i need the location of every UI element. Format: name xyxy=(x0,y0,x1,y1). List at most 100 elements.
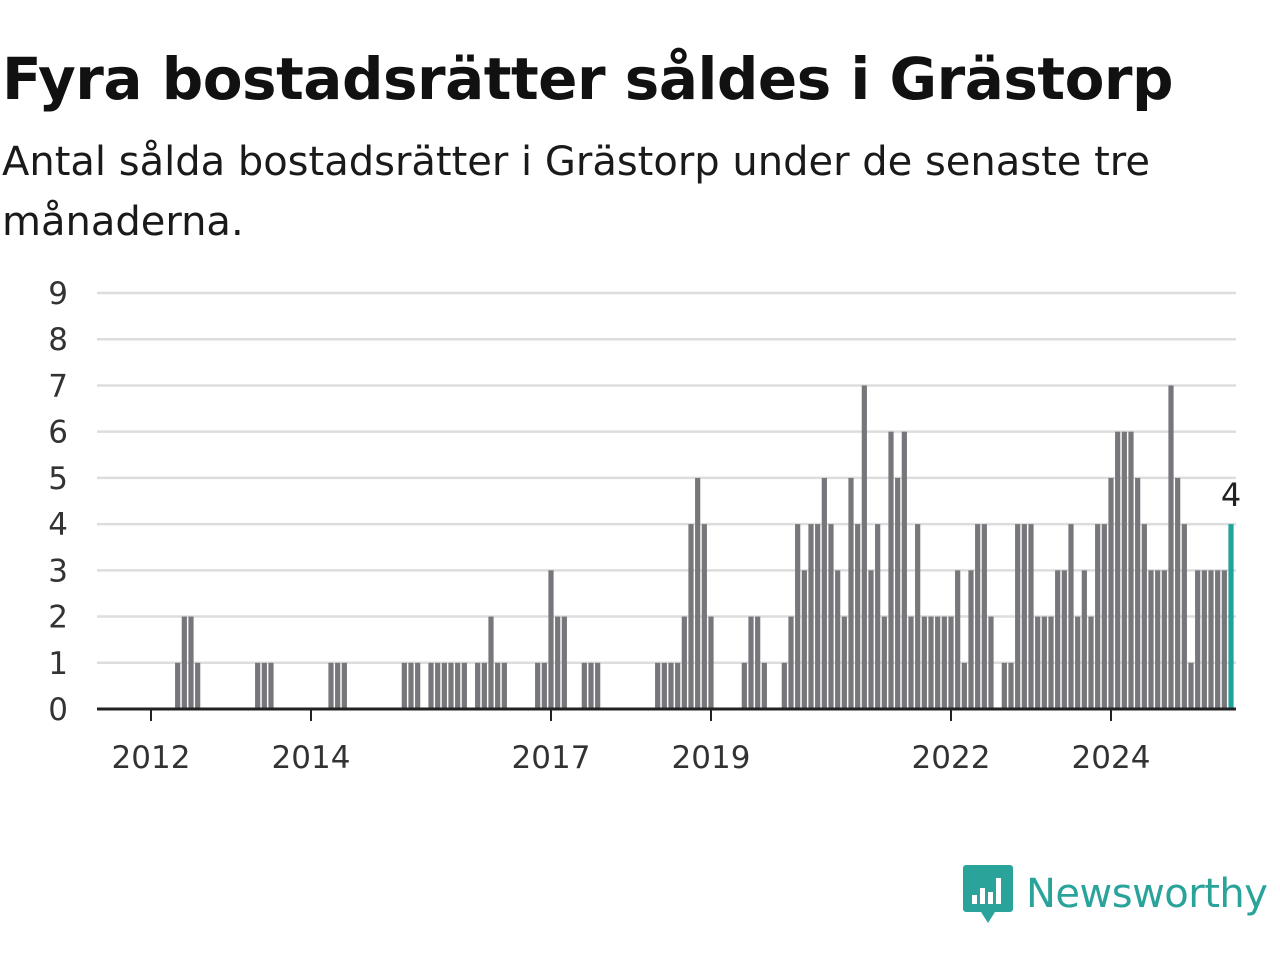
y-tick-label: 5 xyxy=(48,461,68,497)
bar xyxy=(941,616,947,709)
bar xyxy=(268,662,274,709)
bar xyxy=(888,431,894,709)
bar xyxy=(1035,616,1041,709)
bar xyxy=(1095,524,1101,709)
bar xyxy=(1141,524,1147,709)
bar xyxy=(541,662,547,709)
bar xyxy=(1075,616,1081,709)
bar xyxy=(481,662,487,709)
bar xyxy=(535,662,541,709)
bar xyxy=(815,524,821,709)
bar xyxy=(688,524,694,709)
bar xyxy=(1175,477,1181,709)
bar xyxy=(1148,570,1154,709)
y-tick-label: 4 xyxy=(48,507,68,543)
bar xyxy=(1221,570,1227,709)
bar xyxy=(1128,431,1134,709)
bar xyxy=(675,662,681,709)
bar xyxy=(561,616,567,709)
bar xyxy=(961,662,967,709)
bar xyxy=(428,662,434,709)
bar xyxy=(881,616,887,709)
bar xyxy=(1155,570,1161,709)
bar xyxy=(1108,477,1114,709)
bar xyxy=(835,570,841,709)
bar xyxy=(928,616,934,709)
brand-logo: Newsworthy xyxy=(962,862,1268,926)
bar xyxy=(1101,524,1107,709)
bar xyxy=(908,616,914,709)
y-tick-label: 8 xyxy=(48,322,68,358)
y-tick-label: 1 xyxy=(48,646,68,682)
x-tick-label: 2012 xyxy=(112,740,191,776)
bar xyxy=(795,524,801,709)
bar xyxy=(441,662,447,709)
bar xyxy=(1068,524,1074,709)
bar xyxy=(448,662,454,709)
bar xyxy=(175,662,181,709)
bar xyxy=(988,616,994,709)
bar xyxy=(1215,570,1221,709)
bar xyxy=(948,616,954,709)
bar xyxy=(1195,570,1201,709)
bar xyxy=(788,616,794,709)
brand-name: Newsworthy xyxy=(1026,871,1268,917)
x-tick-label: 2017 xyxy=(512,740,591,776)
chart-title: Fyra bostadsrätter såldes i Grästorp xyxy=(2,45,1174,113)
bar xyxy=(975,524,981,709)
bar xyxy=(455,662,461,709)
bar xyxy=(821,477,827,709)
bar xyxy=(861,385,867,709)
bar xyxy=(935,616,941,709)
bar xyxy=(548,570,554,709)
bar xyxy=(1028,524,1034,709)
bar xyxy=(801,570,807,709)
bar xyxy=(1088,616,1094,709)
bar xyxy=(701,524,707,709)
bar xyxy=(1115,431,1121,709)
bars xyxy=(175,385,1234,709)
bar xyxy=(188,616,194,709)
bar xyxy=(915,524,921,709)
x-tick-label: 2022 xyxy=(912,740,991,776)
y-tick-label: 0 xyxy=(48,692,68,728)
bar xyxy=(475,662,481,709)
bar xyxy=(661,662,667,709)
bar xyxy=(895,477,901,709)
bar xyxy=(415,662,421,709)
bar xyxy=(501,662,507,709)
bar xyxy=(848,477,854,709)
bar xyxy=(401,662,407,709)
bar xyxy=(181,616,187,709)
bar xyxy=(328,662,334,709)
bar xyxy=(1021,524,1027,709)
bar xyxy=(555,616,561,709)
bar xyxy=(741,662,747,709)
bar xyxy=(1061,570,1067,709)
bar xyxy=(921,616,927,709)
bar xyxy=(748,616,754,709)
bar xyxy=(461,662,467,709)
bar xyxy=(1041,616,1047,709)
bar xyxy=(981,524,987,709)
bar xyxy=(808,524,814,709)
newsworthy-logo-icon xyxy=(963,865,1013,923)
bar xyxy=(1048,616,1054,709)
y-tick-label: 2 xyxy=(48,600,68,636)
bar xyxy=(435,662,441,709)
x-axis-ticks: 2012 2014 2017 2019 2022 2024 xyxy=(112,709,1150,776)
bar xyxy=(495,662,501,709)
bar xyxy=(581,662,587,709)
bar xyxy=(1188,662,1194,709)
bar xyxy=(408,662,414,709)
bar xyxy=(588,662,594,709)
bar-value-label: 4 xyxy=(1221,476,1241,514)
bar xyxy=(1008,662,1014,709)
bar xyxy=(855,524,861,709)
bar xyxy=(1135,477,1141,709)
bar xyxy=(1001,662,1007,709)
bar xyxy=(1081,570,1087,709)
chart-subtitle: Antal sålda bostadsrätter i Grästorp und… xyxy=(2,139,1150,245)
bar xyxy=(255,662,261,709)
